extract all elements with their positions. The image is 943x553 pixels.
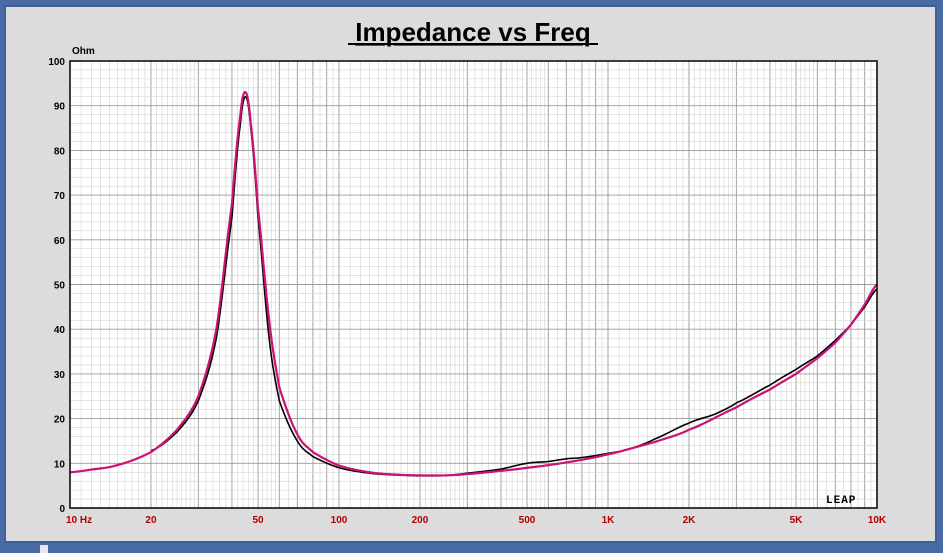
leap-logo: LEAP	[826, 495, 856, 507]
chart-title: Impedance vs Freq	[355, 17, 591, 47]
y-tick-label: 10	[54, 459, 66, 470]
y-axis-unit: Ohm	[72, 46, 95, 57]
x-tick-label: 1K	[602, 515, 616, 526]
plot-border	[69, 60, 878, 509]
y-tick-label: 40	[54, 325, 66, 336]
series-line-2	[69, 90, 878, 477]
series-lines	[69, 90, 878, 477]
x-tick-label: 500	[519, 515, 536, 526]
x-tick-label: 2K	[683, 515, 697, 526]
y-tick-label: 50	[54, 281, 66, 292]
x-tick-label: 100	[331, 515, 348, 526]
grid-lines	[69, 60, 877, 509]
y-tick-label: 20	[54, 415, 66, 426]
x-tick-label: 10 Hz	[66, 515, 92, 526]
x-tick-labels: 10 Hz 20 50 100 200 500 1K 2K 5K 10K	[66, 515, 887, 526]
y-tick-label: 30	[54, 370, 66, 381]
y-tick-label: 70	[54, 191, 66, 202]
y-tick-labels: 0 10 20 30 40 50 60 70 80 90 100	[48, 57, 65, 515]
y-tick-label: 60	[54, 236, 66, 247]
window-bottom-strip	[0, 543, 943, 553]
x-tick-label: 200	[412, 515, 429, 526]
x-tick-label: 10K	[868, 515, 887, 526]
y-tick-label: 0	[59, 504, 65, 515]
x-tick-label: 50	[252, 515, 264, 526]
y-tick-label: 90	[54, 102, 66, 113]
y-tick-label: 100	[48, 57, 65, 68]
window-corner	[40, 545, 48, 553]
x-tick-label: 5K	[790, 515, 804, 526]
y-tick-label: 80	[54, 146, 66, 157]
x-tick-label: 20	[145, 515, 157, 526]
